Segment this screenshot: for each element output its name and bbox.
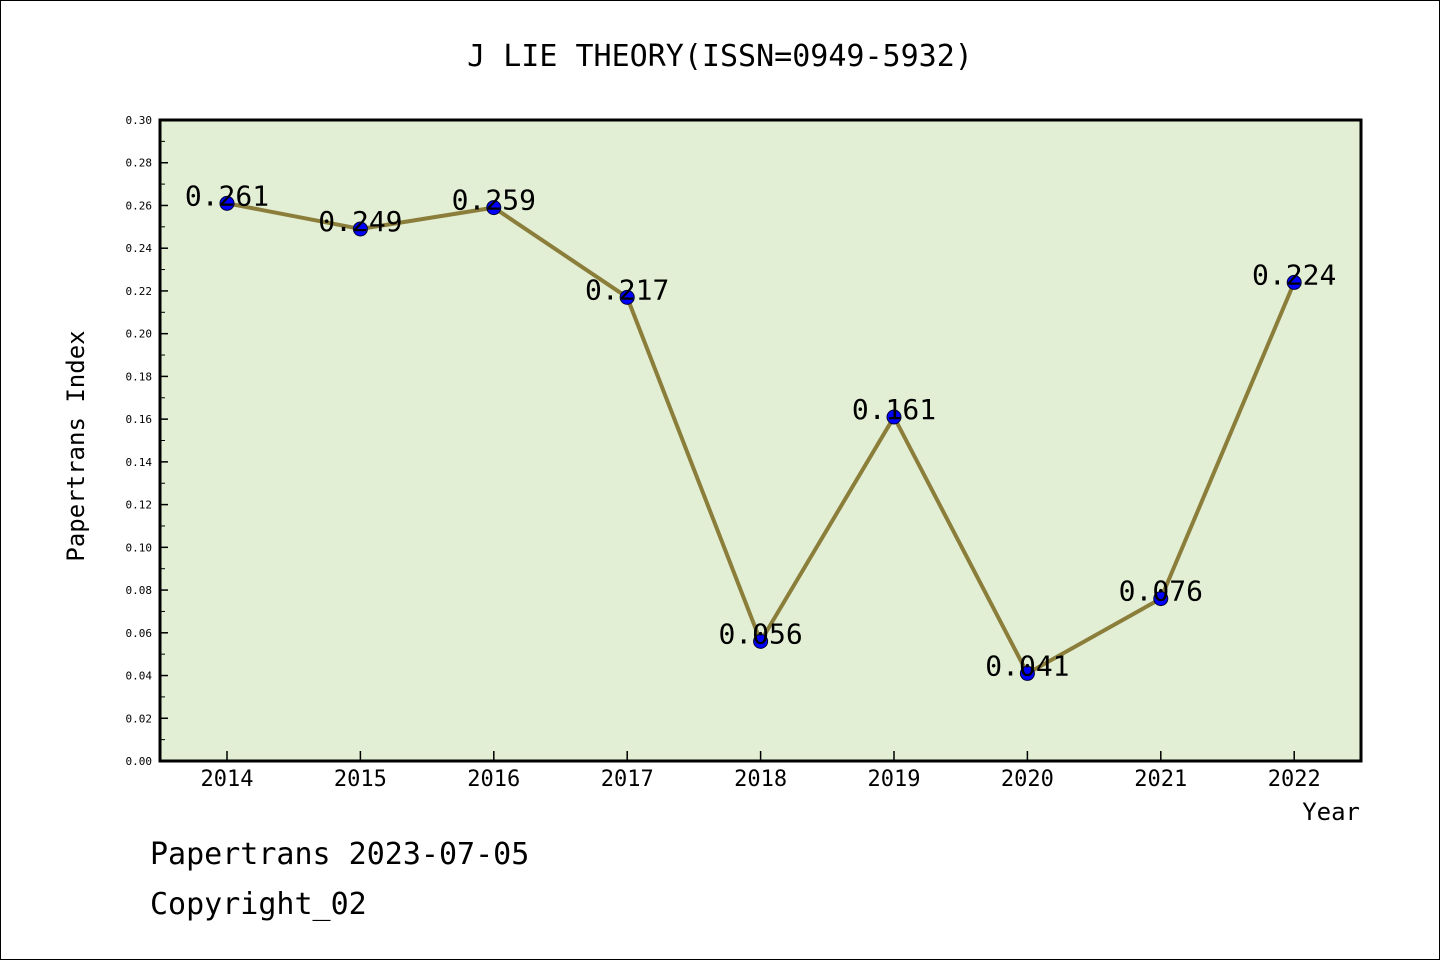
data-point [219, 195, 235, 211]
x-tick-label: 2020 [1001, 767, 1054, 792]
data-point [886, 409, 902, 425]
y-tick-label: 0.16 [126, 413, 153, 426]
y-tick-label: 0.00 [126, 755, 153, 768]
data-label: 0.056 [718, 617, 802, 650]
x-tick-label: 2017 [601, 767, 654, 792]
y-tick-label: 0.12 [126, 499, 153, 512]
y-tick-label: 0.02 [126, 712, 153, 725]
x-axis-ticks: 2014 2015 2016 2017 2018 2019 2020 2021 2022 [201, 751, 1321, 792]
footer-source: Papertrans 2023-07-05 [150, 837, 529, 872]
y-tick-label: 0.04 [126, 670, 153, 683]
data-label: 0.161 [852, 393, 936, 426]
data-label: 0.261 [185, 179, 269, 212]
data-labels: 0.261 0.249 0.259 0.217 0.056 0.161 0.041 0.076… [185, 179, 1336, 682]
x-tick-label: 2018 [734, 767, 787, 792]
data-label: 0.259 [452, 184, 536, 217]
data-label: 0.224 [1252, 258, 1336, 291]
y-tick-label: 0.22 [126, 285, 153, 298]
x-tick-label: 2021 [1134, 767, 1187, 792]
y-tick-label: 0.10 [126, 541, 153, 554]
footer-copyright: Copyright_02 [150, 887, 367, 922]
data-point [352, 221, 368, 237]
data-label: 0.041 [985, 649, 1069, 682]
x-tick-label: 2019 [868, 767, 921, 792]
data-point [486, 200, 502, 216]
y-tick-label: 0.14 [126, 456, 153, 469]
y-tick-label: 0.18 [126, 370, 153, 383]
data-point [1019, 665, 1035, 681]
y-tick-label: 0.30 [126, 114, 153, 127]
y-axis-label: Papertrans Index [62, 330, 90, 561]
x-tick-label: 2014 [201, 767, 254, 792]
data-point [1286, 274, 1302, 290]
data-point [1153, 591, 1169, 607]
data-point [619, 289, 635, 305]
y-tick-label: 0.28 [126, 157, 153, 170]
y-tick-label: 0.24 [126, 242, 153, 255]
data-label: 0.217 [585, 273, 669, 306]
y-tick-label: 0.06 [126, 627, 153, 640]
x-axis-label: Year [1302, 798, 1360, 826]
chart-title: J LIE THEORY(ISSN=0949-5932) [467, 39, 973, 74]
x-tick-label: 2022 [1268, 767, 1321, 792]
y-tick-label: 0.20 [126, 328, 153, 341]
data-point [753, 633, 769, 649]
data-label: 0.076 [1119, 575, 1203, 608]
y-tick-label: 0.08 [126, 584, 153, 597]
y-tick-label: 0.26 [126, 199, 153, 212]
y-axis-ticks: 0.00 0.02 0.04 0.06 0.08 0.10 0.12 0.14 0.16 0.18… [126, 114, 168, 768]
x-tick-label: 2016 [467, 767, 520, 792]
x-tick-label: 2015 [334, 767, 387, 792]
data-points [219, 195, 1302, 681]
data-label: 0.249 [318, 205, 402, 238]
